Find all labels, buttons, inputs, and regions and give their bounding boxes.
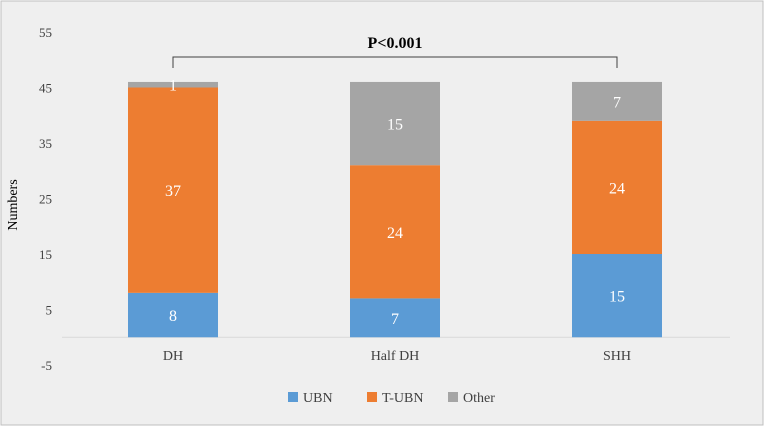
bar-segment [350,81,440,166]
data-label: 7 [391,311,399,328]
data-label: 1 [169,78,177,95]
x-tick-label: Half DH [371,349,420,364]
y-tick-label: -5 [41,358,52,373]
bars-group: 8 37 1 7 24 15 15 24 7 [128,78,662,338]
bar-segment [128,292,218,338]
legend-swatch [288,392,298,402]
y-tick-label: 15 [39,247,52,262]
legend-swatch [448,392,458,402]
y-tick-label: 5 [46,303,53,318]
bar-segment [350,298,440,338]
p-value-label: P<0.001 [368,35,423,52]
data-label: 37 [165,183,181,200]
data-label: 24 [387,225,403,242]
y-tick-label: 55 [39,25,52,40]
data-label: 8 [169,308,177,325]
data-label: 7 [613,94,621,111]
legend-swatch [367,392,377,402]
y-tick-label: 45 [39,81,52,96]
significance-bracket [172,56,618,68]
bar-segment [350,165,440,299]
bar-segment [572,81,662,121]
legend-label: UBN [303,391,333,406]
bar-segment [128,81,218,88]
x-axis-labels: DH Half DH SHH [163,349,631,364]
significance-annotation: P<0.001 [172,35,618,68]
bar-segment [572,120,662,254]
data-label: 15 [609,289,625,306]
data-label: 24 [609,180,625,197]
data-label: 15 [387,117,403,134]
legend-label: T-UBN [382,391,424,406]
y-axis-ticks: 55 45 35 25 15 5 -5 [39,25,52,373]
bar-segment [572,254,662,338]
x-tick-label: DH [163,349,183,364]
y-tick-label: 35 [39,136,52,151]
legend-label: Other [463,391,495,406]
y-axis-label: Numbers [6,179,21,230]
bar-segment [128,87,218,293]
x-tick-label: SHH [603,349,631,364]
legend: UBN T-UBN Other [288,391,495,406]
y-tick-label: 25 [39,192,52,207]
